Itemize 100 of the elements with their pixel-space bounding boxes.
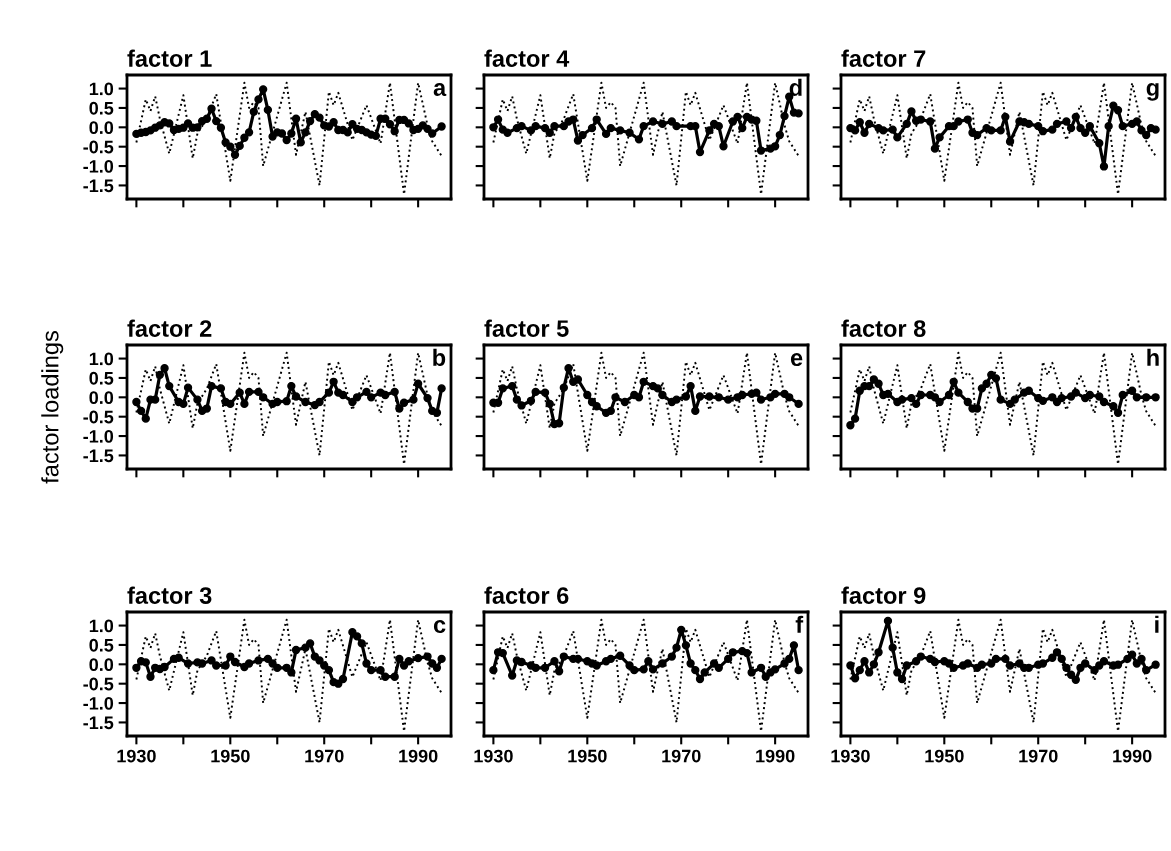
point bbox=[695, 674, 705, 684]
point bbox=[254, 387, 263, 397]
point bbox=[733, 112, 742, 122]
point bbox=[658, 390, 667, 400]
point bbox=[1099, 657, 1109, 666]
point bbox=[155, 370, 165, 380]
x-tick-label: 1950 bbox=[925, 749, 964, 763]
point bbox=[489, 123, 498, 132]
point bbox=[531, 387, 540, 397]
point bbox=[1081, 128, 1090, 137]
point bbox=[216, 384, 226, 393]
point bbox=[240, 399, 249, 409]
point bbox=[432, 408, 442, 417]
point bbox=[1095, 661, 1104, 670]
y-axis-title: factor loadings bbox=[41, 331, 64, 484]
point bbox=[324, 665, 334, 675]
x-tick-label: 1930 bbox=[474, 749, 513, 763]
point bbox=[545, 399, 554, 409]
point bbox=[1066, 123, 1076, 133]
point bbox=[1005, 661, 1015, 670]
y-tick-label: 1.0 bbox=[89, 82, 114, 96]
point bbox=[338, 674, 348, 684]
point bbox=[132, 663, 141, 672]
point bbox=[1048, 653, 1057, 662]
point bbox=[573, 375, 583, 384]
y-tick-label: 0.0 bbox=[89, 658, 114, 672]
point bbox=[897, 674, 907, 684]
point bbox=[714, 393, 723, 402]
point bbox=[1038, 396, 1048, 405]
point bbox=[1132, 117, 1141, 126]
point bbox=[902, 119, 911, 128]
point bbox=[935, 133, 944, 142]
point bbox=[644, 657, 653, 666]
point bbox=[1062, 117, 1071, 126]
point bbox=[554, 667, 564, 676]
point bbox=[648, 665, 658, 674]
point bbox=[329, 377, 338, 386]
point bbox=[977, 660, 987, 669]
annotation: b bbox=[433, 348, 446, 367]
point bbox=[1001, 112, 1010, 122]
point bbox=[681, 392, 691, 401]
point bbox=[916, 115, 925, 124]
point bbox=[677, 625, 686, 634]
point bbox=[1142, 393, 1151, 402]
point bbox=[413, 653, 423, 663]
point bbox=[756, 146, 766, 155]
point bbox=[907, 107, 916, 116]
point bbox=[1071, 388, 1080, 397]
point bbox=[291, 392, 301, 401]
point bbox=[747, 668, 756, 677]
point bbox=[996, 126, 1005, 135]
point bbox=[559, 383, 568, 392]
y-tick-label: 0.5 bbox=[89, 371, 114, 385]
point bbox=[672, 643, 681, 652]
point bbox=[996, 395, 1005, 404]
point bbox=[545, 128, 554, 137]
point bbox=[493, 115, 503, 124]
point bbox=[338, 390, 348, 400]
point bbox=[634, 135, 644, 144]
x-tick-label: 1930 bbox=[117, 749, 156, 763]
point bbox=[616, 651, 625, 660]
point bbox=[667, 652, 676, 661]
point bbox=[367, 665, 376, 675]
annotation: h bbox=[1147, 348, 1159, 366]
point bbox=[1099, 162, 1109, 171]
point bbox=[987, 659, 996, 668]
chart-title: factor 5 bbox=[484, 319, 569, 337]
point bbox=[1010, 395, 1019, 404]
y-tick-label: 1.0 bbox=[89, 619, 114, 633]
point bbox=[630, 665, 639, 675]
point bbox=[1052, 119, 1062, 128]
point bbox=[207, 656, 216, 665]
x-tick-label: 1950 bbox=[211, 749, 250, 763]
point bbox=[1062, 663, 1071, 672]
point bbox=[691, 406, 700, 416]
point bbox=[874, 648, 883, 657]
point bbox=[780, 111, 789, 121]
point bbox=[1127, 650, 1137, 659]
point bbox=[973, 404, 982, 413]
x-tick-label: 1970 bbox=[662, 749, 701, 763]
point bbox=[648, 117, 658, 126]
annotation: d bbox=[789, 78, 802, 97]
y-tick-label: -1.5 bbox=[83, 449, 114, 463]
point bbox=[141, 414, 150, 423]
point bbox=[874, 379, 883, 388]
point bbox=[348, 397, 357, 407]
point bbox=[207, 381, 216, 391]
point bbox=[141, 658, 150, 667]
point bbox=[160, 364, 169, 373]
point bbox=[508, 671, 517, 680]
point bbox=[151, 395, 160, 404]
point bbox=[226, 652, 235, 661]
point bbox=[785, 654, 794, 664]
point bbox=[719, 142, 728, 151]
point bbox=[785, 393, 794, 402]
annotation: a bbox=[433, 83, 447, 97]
point bbox=[1118, 121, 1127, 131]
point bbox=[244, 387, 254, 397]
point bbox=[616, 126, 625, 135]
point bbox=[564, 364, 573, 373]
